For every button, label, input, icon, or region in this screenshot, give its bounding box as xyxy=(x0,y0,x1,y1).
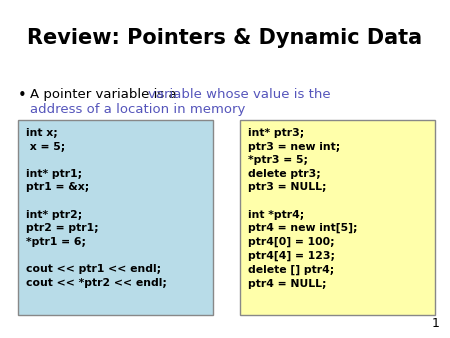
Text: variable whose value is the: variable whose value is the xyxy=(148,88,331,101)
Bar xyxy=(18,120,213,315)
Text: Review: Pointers & Dynamic Data: Review: Pointers & Dynamic Data xyxy=(27,28,423,48)
Text: int* ptr3;
ptr3 = new int;
*ptr3 = 5;
delete ptr3;
ptr3 = NULL;

int *ptr4;
ptr4: int* ptr3; ptr3 = new int; *ptr3 = 5; de… xyxy=(248,128,357,289)
Text: •: • xyxy=(18,88,27,103)
Text: address of a location in memory: address of a location in memory xyxy=(30,103,245,116)
Text: 1: 1 xyxy=(432,317,440,330)
Text: int x;
 x = 5;

int* ptr1;
ptr1 = &x;

int* ptr2;
ptr2 = ptr1;
*ptr1 = 6;

cout : int x; x = 5; int* ptr1; ptr1 = &x; int*… xyxy=(26,128,167,288)
Text: A pointer variable is a: A pointer variable is a xyxy=(30,88,181,101)
Bar xyxy=(240,120,435,315)
